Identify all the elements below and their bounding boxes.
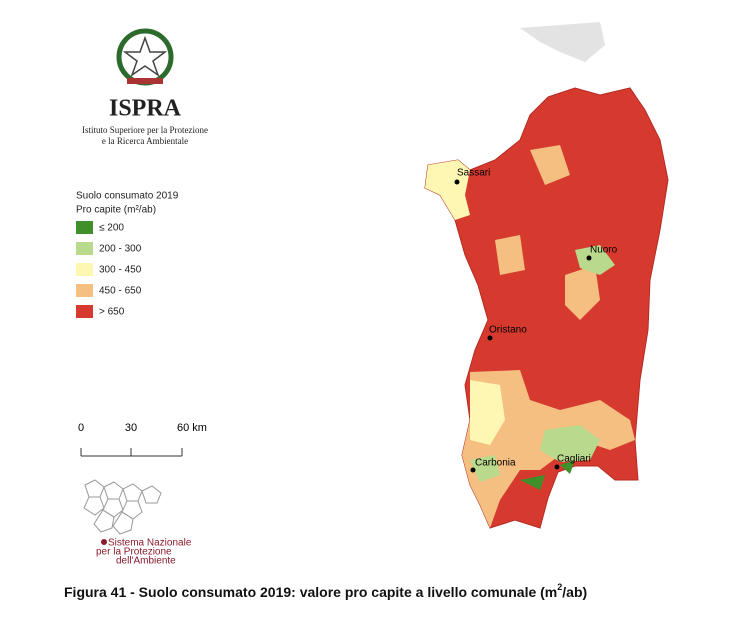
org-subtitle: Istituto Superiore per la Protezione — [82, 125, 208, 135]
scale-label: 60 km — [177, 422, 207, 434]
legend-subtitle: Pro capite (m²/ab) — [76, 205, 156, 216]
city-label: Nuoro — [590, 245, 618, 256]
scale-bar — [80, 448, 183, 457]
legend-title: Suolo consumato 2019 — [76, 191, 179, 202]
scale-label: 0 — [78, 422, 84, 434]
org-subtitle: e la Ricerca Ambientale — [102, 136, 188, 146]
legend-swatch — [76, 263, 93, 276]
area — [425, 160, 470, 220]
area — [495, 235, 525, 275]
legend-label: 200 - 300 — [99, 244, 142, 255]
snpa-text: Sistema Nazionale — [108, 538, 192, 549]
area — [565, 265, 600, 320]
scale-label: 30 — [125, 422, 137, 434]
org-title: ISPRA — [109, 96, 182, 122]
legend-swatch — [76, 221, 93, 234]
legend-label: 450 - 650 — [99, 286, 142, 297]
snpa-text: per la Protezione — [96, 547, 172, 558]
emblem — [116, 28, 174, 86]
area — [575, 245, 615, 275]
legend: ≤ 200 200 - 300 300 - 450 450 - 650 > 650 — [76, 221, 142, 318]
area — [520, 475, 545, 490]
legend-swatch — [76, 284, 93, 297]
city-dot — [586, 255, 592, 261]
snpa-dot — [101, 539, 107, 545]
area — [470, 455, 500, 482]
city-label: Sassari — [457, 168, 490, 179]
city-label: Carbonia — [475, 458, 516, 469]
area — [540, 425, 600, 462]
legend-swatch — [76, 242, 93, 255]
caption-text: Figura 41 - Suolo consumato 2019: valore… — [64, 584, 557, 600]
legend-label: > 650 — [99, 307, 125, 318]
legend-label: 300 - 450 — [99, 265, 142, 276]
legend-label: ≤ 200 — [99, 223, 124, 234]
city-dot — [554, 464, 560, 470]
legend-swatch — [76, 305, 93, 318]
area — [560, 460, 575, 474]
city-dot — [454, 179, 460, 185]
city-label: Oristano — [489, 325, 527, 336]
corsica — [520, 22, 605, 62]
caption-sup: 2 — [557, 582, 562, 592]
caption-text: /ab) — [562, 584, 587, 600]
snpa-text: dell'Ambiente — [116, 556, 176, 567]
city-label: Cagliari — [557, 454, 591, 465]
city-dot — [487, 335, 493, 341]
snpa-logo — [83, 479, 162, 535]
city-dot — [470, 467, 476, 473]
area — [470, 380, 505, 445]
caption: Figura 41 - Suolo consumato 2019: valore… — [64, 582, 587, 599]
area — [530, 145, 570, 185]
